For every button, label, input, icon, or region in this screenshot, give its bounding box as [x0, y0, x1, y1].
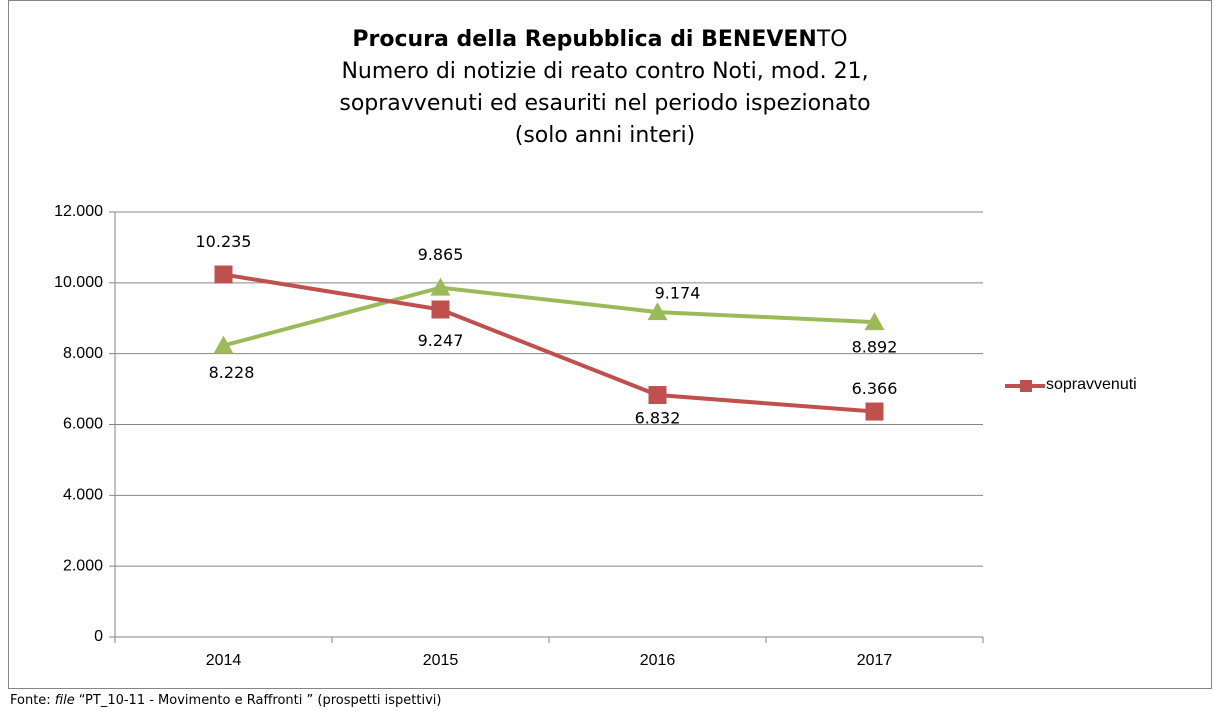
x-tick-label: 2014	[206, 652, 242, 669]
source-part: file	[55, 693, 75, 708]
subtitle: sopravvenuti ed esauriti nel periodo isp…	[339, 91, 870, 116]
source: Fonte: file “PT_10-11 - Movimento e Raffro…	[10, 693, 441, 708]
data-label: 9.174	[655, 284, 701, 303]
marker	[214, 265, 233, 284]
source-part: “PT_10-11 - Movimento e Raffronti ” (pro…	[79, 693, 442, 708]
marker	[864, 312, 885, 331]
line	[222, 285, 875, 348]
marker	[647, 302, 668, 321]
marker	[648, 386, 667, 405]
line	[223, 272, 875, 414]
legend-marker	[1020, 380, 1032, 392]
legend-label: sopravvenuti	[1046, 376, 1137, 393]
marker	[865, 402, 884, 421]
data-label: 6.366	[852, 379, 898, 398]
y-tick-label: 8.000	[63, 345, 103, 362]
y-tick-label: 4.000	[63, 487, 103, 504]
y-tick-label: 12.000	[54, 203, 103, 220]
data-label: 8.228	[209, 363, 255, 382]
marker	[430, 277, 451, 296]
source-part: Fonte:	[10, 693, 51, 708]
title-bold: Procura della Repubblica di BENEVEN	[352, 27, 816, 52]
chart-title: Procura della Repubblica di BENEVENTO	[352, 27, 847, 52]
subtitle: Numero di notizie di reato contro Noti, …	[341, 59, 868, 84]
title-rest: TO	[816, 27, 848, 52]
data-label: 6.832	[635, 409, 681, 428]
y-tick-label: 0	[94, 628, 103, 645]
x-tick-label: 2017	[857, 652, 893, 669]
data-label: 9.865	[418, 245, 464, 264]
y-tick-label: 2.000	[63, 557, 103, 574]
legend-box: sopravvenuti	[1046, 376, 1137, 393]
x-tick-label: 2015	[423, 652, 459, 669]
y-tick-label: 6.000	[63, 416, 103, 433]
data-label: 10.235	[196, 232, 252, 251]
x-tick-label: 2016	[640, 652, 676, 669]
chart-frame	[8, 0, 1212, 689]
data-label: 8.892	[852, 338, 898, 357]
marker	[431, 300, 450, 319]
subtitle: (solo anni interi)	[515, 123, 696, 148]
data-label: 9.247	[418, 331, 464, 350]
y-tick-label: 10.000	[54, 274, 103, 291]
marker	[213, 335, 234, 354]
